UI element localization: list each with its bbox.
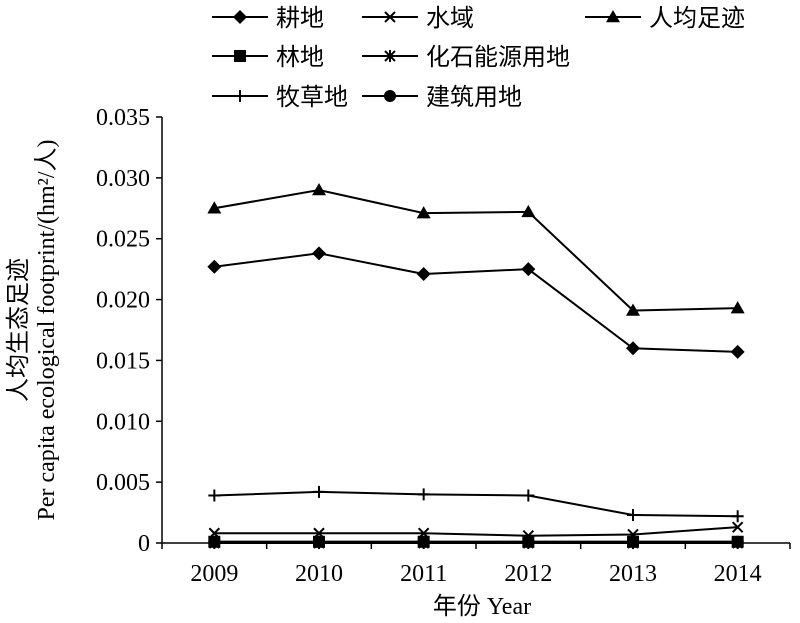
- legend-label: 化石能源用地: [426, 43, 570, 71]
- legend-label: 林地: [276, 43, 324, 71]
- data-point-2-2: [416, 206, 431, 219]
- y-tick-label: 0.005: [96, 470, 150, 496]
- legend-marker: [234, 50, 246, 62]
- legend-item-5: 牧草地: [212, 83, 348, 111]
- data-point-5-5: [731, 510, 744, 523]
- data-point-1-5: [731, 521, 744, 533]
- legend-label: 水域: [426, 4, 474, 32]
- x-tick-label: 2012: [504, 561, 552, 587]
- data-point-2-5: [730, 301, 745, 314]
- data-point-6-3: [522, 535, 535, 548]
- data-point-5-4: [627, 509, 639, 522]
- legend-marker: [606, 10, 620, 23]
- legend-label: 建筑用地: [426, 83, 522, 111]
- x-axis-title: 年份 Year: [433, 593, 531, 620]
- data-point-0-3: [521, 262, 536, 277]
- data-point-0-2: [416, 267, 431, 282]
- legend-marker: [384, 50, 396, 62]
- legend-marker: [234, 90, 246, 102]
- y-tick-label: 0.025: [96, 227, 150, 253]
- series-line-0: [214, 252, 738, 353]
- legend-marker: [384, 90, 396, 102]
- x-tick-label: 2013: [609, 561, 657, 587]
- legend-item-0: 耕地: [212, 4, 324, 32]
- legend-item-1: 水域: [362, 4, 474, 32]
- y-axis-title-cn: 人均生态足迹: [5, 258, 32, 402]
- y-tick-label: 0.030: [96, 166, 150, 192]
- data-point-5-0: [208, 489, 221, 502]
- x-tick-label: 2014: [714, 561, 762, 587]
- y-tick-label: 0.020: [96, 288, 150, 314]
- data-point-0-1: [312, 246, 326, 261]
- y-axis-title-en: Per capita ecological footprint/(hm²/人): [34, 139, 60, 520]
- data-point-2-0: [207, 201, 222, 214]
- data-point-0-5: [730, 344, 745, 359]
- data-point-5-3: [522, 489, 535, 502]
- data-point-0-0: [207, 259, 222, 274]
- data-point-2-3: [521, 204, 536, 218]
- legend-marker: [384, 11, 396, 23]
- legend-item-2: 人均足迹: [585, 4, 745, 32]
- y-tick-label: 0.015: [96, 348, 150, 374]
- legend-marker: [233, 10, 247, 24]
- x-tick-label: 2009: [190, 561, 238, 587]
- legend-item-4: 化石能源用地: [362, 43, 570, 71]
- x-tick-label: 2011: [400, 561, 447, 587]
- series-markers: [207, 183, 745, 549]
- data-point-6-2: [417, 535, 430, 548]
- series-line-1: [214, 526, 738, 537]
- series-line-2: [214, 189, 738, 312]
- legend-label: 牧草地: [276, 83, 348, 111]
- legend-label: 人均足迹: [649, 4, 745, 32]
- data-point-6-5: [731, 535, 744, 548]
- data-point-5-1: [313, 485, 325, 498]
- data-point-0-4: [626, 341, 640, 356]
- axes: 0 0.005 0.010 0.015 0.020 0.025 0.030 0.035 2009…: [96, 105, 791, 587]
- data-point-6-1: [313, 535, 325, 548]
- y-tick-label: 0.035: [96, 105, 150, 131]
- legend-label: 耕地: [276, 4, 324, 32]
- legend-item-3: 林地: [212, 43, 324, 71]
- x-tick-label: 2010: [295, 561, 343, 587]
- series-line-5: [214, 490, 738, 518]
- series-lines: [214, 189, 738, 544]
- y-tick-label: 0.010: [96, 409, 150, 435]
- data-point-5-2: [417, 488, 430, 501]
- data-point-6-4: [627, 535, 639, 548]
- data-point-2-1: [312, 183, 326, 196]
- data-point-6-0: [208, 535, 221, 548]
- legend-item-6: 建筑用地: [362, 83, 522, 111]
- y-axis-title: 人均生态足迹 Per capita ecological footprint/(…: [5, 139, 60, 520]
- y-tick-label: 0: [138, 531, 150, 557]
- data-point-2-4: [626, 303, 640, 316]
